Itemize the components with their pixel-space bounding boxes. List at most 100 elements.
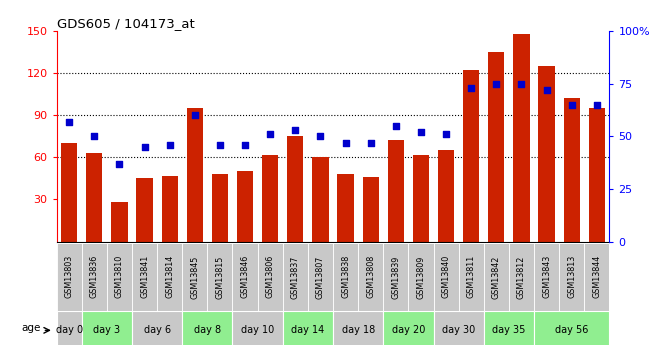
Bar	[513, 34, 529, 242]
Bar	[333, 310, 383, 345]
Bar	[287, 136, 304, 242]
Text: age: age	[21, 323, 41, 333]
Bar	[82, 243, 107, 310]
Bar	[538, 66, 555, 242]
Bar	[162, 176, 178, 241]
Text: GSM13813: GSM13813	[567, 255, 576, 298]
Bar	[237, 171, 253, 242]
Text: GSM13803: GSM13803	[65, 255, 74, 298]
Text: GSM13845: GSM13845	[190, 255, 199, 298]
Bar	[232, 243, 258, 310]
Bar	[61, 143, 77, 241]
Point	[214, 142, 225, 147]
Text: GSM13815: GSM13815	[215, 255, 224, 298]
Point	[390, 123, 401, 128]
Bar	[383, 243, 408, 310]
Bar	[137, 178, 153, 242]
Text: GSM13814: GSM13814	[165, 255, 174, 298]
Point	[189, 112, 200, 118]
Text: day 20: day 20	[392, 325, 425, 335]
Bar	[388, 140, 404, 242]
Text: day 18: day 18	[342, 325, 375, 335]
Bar	[132, 310, 182, 345]
Point	[466, 85, 477, 91]
Point	[114, 161, 125, 166]
Text: GSM13809: GSM13809	[416, 255, 426, 298]
Bar	[333, 243, 358, 310]
Bar	[338, 174, 354, 241]
Text: GSM13807: GSM13807	[316, 255, 325, 298]
Bar	[438, 150, 454, 241]
Bar	[186, 108, 203, 242]
Bar	[463, 70, 480, 242]
Point	[441, 131, 452, 137]
Point	[491, 81, 501, 86]
Text: GSM13836: GSM13836	[90, 255, 99, 298]
Point	[416, 129, 426, 135]
Text: day 8: day 8	[194, 325, 221, 335]
Point	[566, 102, 577, 107]
Bar	[563, 98, 580, 241]
Text: GSM13811: GSM13811	[467, 255, 476, 298]
Bar	[408, 243, 434, 310]
Point	[165, 142, 175, 147]
Point	[139, 144, 150, 149]
Text: day 10: day 10	[241, 325, 274, 335]
Bar	[413, 155, 429, 242]
Bar	[107, 243, 132, 310]
Bar	[283, 310, 333, 345]
Text: day 30: day 30	[442, 325, 476, 335]
Point	[64, 119, 75, 124]
Text: day 56: day 56	[555, 325, 588, 335]
Bar	[434, 243, 459, 310]
Text: day 0: day 0	[55, 325, 83, 335]
Text: GSM13844: GSM13844	[592, 255, 601, 298]
Bar	[212, 174, 228, 241]
Text: GSM13837: GSM13837	[291, 255, 300, 298]
Bar	[232, 310, 283, 345]
Bar	[362, 177, 379, 242]
Bar	[182, 310, 232, 345]
Bar	[459, 243, 484, 310]
Text: day 35: day 35	[492, 325, 525, 335]
Text: GSM13810: GSM13810	[115, 255, 124, 298]
Bar	[207, 243, 232, 310]
Text: GSM13806: GSM13806	[266, 255, 274, 298]
Bar	[132, 243, 157, 310]
Bar	[434, 310, 484, 345]
Bar	[484, 243, 509, 310]
Bar	[258, 243, 283, 310]
Bar	[534, 310, 609, 345]
Bar	[283, 243, 308, 310]
Bar	[488, 52, 504, 241]
Text: GSM13812: GSM13812	[517, 255, 526, 298]
Bar	[82, 310, 132, 345]
Bar	[383, 310, 434, 345]
Point	[240, 142, 250, 147]
Text: GSM13843: GSM13843	[542, 255, 551, 298]
Bar	[182, 243, 207, 310]
Point	[591, 102, 602, 107]
Text: day 14: day 14	[291, 325, 324, 335]
Bar	[509, 243, 534, 310]
Text: GSM13841: GSM13841	[140, 255, 149, 298]
Text: GSM13838: GSM13838	[341, 255, 350, 298]
Text: GSM13808: GSM13808	[366, 255, 375, 298]
Bar	[584, 243, 609, 310]
Point	[265, 131, 276, 137]
Bar	[262, 155, 278, 242]
Bar	[534, 243, 559, 310]
Point	[541, 87, 552, 93]
Point	[366, 140, 376, 145]
Bar	[308, 243, 333, 310]
Text: GSM13840: GSM13840	[442, 255, 451, 298]
Bar	[111, 202, 128, 242]
Bar	[57, 243, 82, 310]
Bar	[358, 243, 383, 310]
Bar	[484, 310, 534, 345]
Text: day 3: day 3	[93, 325, 121, 335]
Point	[89, 134, 100, 139]
Bar	[312, 157, 328, 241]
Text: GDS605 / 104173_at: GDS605 / 104173_at	[57, 17, 194, 30]
Point	[290, 127, 300, 133]
